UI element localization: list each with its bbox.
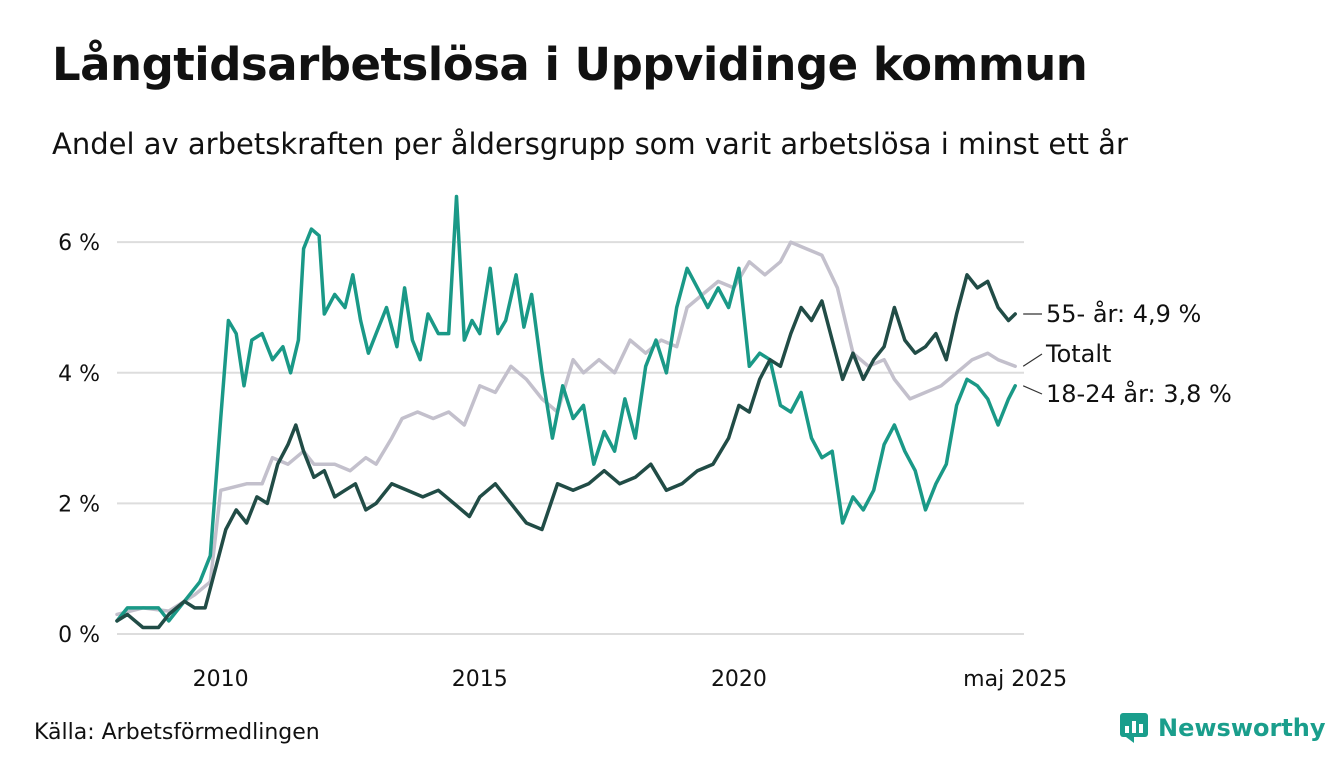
line-chart: 0 % 2 % 4 % 6 % 2010 2015 2020 maj 2025 Totalt… (58, 194, 1232, 692)
y-tick-label: 2 % (58, 492, 100, 517)
brand-name: Newsworthy (1158, 714, 1326, 742)
x-tick-label: maj 2025 (963, 667, 1067, 692)
series-end-labels: Totalt 18-24 år: 3,8 % 55- år: 4,9 % (1022, 299, 1232, 408)
series-lines (115, 194, 1017, 630)
end-label-old: 55- år: 4,9 % (1046, 299, 1201, 328)
label-leader-total (1022, 353, 1043, 367)
y-axis-ticks: 0 % 2 % 4 % 6 % (58, 231, 100, 648)
chart-title: Långtidsarbetslösa i Uppvidinge kommun (52, 38, 1088, 91)
y-tick-label: 0 % (58, 623, 100, 648)
chart-subtitle: Andel av arbetskraften per åldersgrupp s… (52, 127, 1128, 161)
x-tick-label: 2010 (193, 667, 249, 692)
source-note: Källa: Arbetsförmedlingen (34, 720, 320, 745)
series-line-young (115, 194, 1017, 623)
x-tick-label: 2015 (452, 667, 508, 692)
end-label-young: 18-24 år: 3,8 % (1046, 379, 1232, 408)
brand-logo: Newsworthy (1120, 713, 1326, 743)
y-tick-label: 4 % (58, 362, 100, 387)
x-axis-ticks: 2010 2015 2020 maj 2025 (193, 667, 1068, 692)
newsworthy-logo-icon (1120, 713, 1148, 743)
series-line-total (115, 240, 1017, 617)
label-leader-young (1022, 385, 1043, 395)
y-tick-label: 6 % (58, 231, 100, 256)
series-line-old (115, 273, 1017, 630)
x-tick-label: 2020 (711, 667, 767, 692)
end-label-total: Totalt (1045, 340, 1111, 368)
